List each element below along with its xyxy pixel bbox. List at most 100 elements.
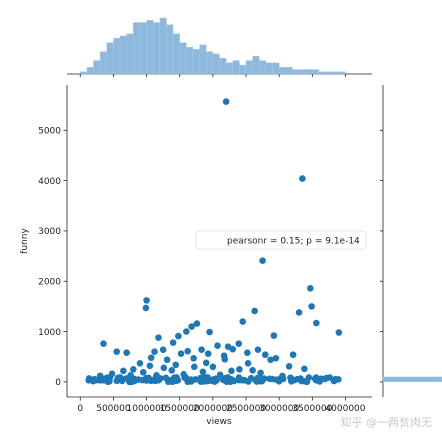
scatter-point [321,375,329,383]
top-hist-bar [212,53,220,75]
top-hist-bar [152,22,161,75]
top-hist-bar [259,60,267,75]
scatter-point [108,370,116,378]
top-hist-bar [332,71,340,75]
annotation-box [195,230,367,250]
scatter-point [332,375,339,383]
scatter-point [307,285,314,292]
scatter-point [294,375,301,383]
scatter-point [295,309,303,316]
top-hist-bar [159,17,167,75]
top-hist-bar [265,62,273,75]
pearsonr-annotation: pearsonr = 0.15; p = 9.1e-14 [227,237,360,247]
scatter-point [221,355,229,363]
scatter-point [142,304,150,312]
x-tick-label: 2500000 [226,404,266,414]
scatter-point [308,303,315,310]
top-hist-bar [239,64,247,75]
top-hist-bar [338,71,346,75]
scatter-point [155,334,162,341]
scatter-point [279,372,286,380]
scatter-point [153,372,160,379]
x-tick-label: 1000000 [127,404,167,414]
scatter-point [236,366,243,373]
scatter-point [203,377,210,385]
scatter-point [146,362,154,370]
scatter-point [116,374,124,381]
scatter-point [209,363,217,371]
scatter-point [173,374,180,381]
scatter-point [130,366,137,373]
top-hist-bar [245,60,253,75]
top-hist-bar [219,58,227,75]
scatter-point [120,367,127,375]
top-hist-bar [80,71,88,75]
scatter-point [303,378,311,386]
scatter-point [228,367,235,375]
scatter-point [100,340,107,347]
scatter-point [216,371,224,379]
scatter-point [223,378,230,385]
top-hist-bar [292,69,300,75]
scatter-point [190,354,197,362]
top-hist-bar [86,67,94,75]
top-hist-bar [139,22,147,75]
scatter-point [191,363,198,371]
x-tick-label: 3000000 [259,404,299,414]
y-axis-title: funny [20,228,30,254]
scatter-point [183,328,190,335]
scatter-point [259,257,266,264]
scatter-point [202,359,210,367]
scatter-point [301,365,308,373]
scatter-point [180,371,187,378]
top-hist-bar [166,24,174,75]
top-hist-bar [126,33,134,75]
y-tick-label: 0 [55,378,61,388]
scatter-point [214,342,221,349]
y-tick-label: 2000 [38,277,61,287]
top-hist-bar [278,67,287,75]
y-tick-label: 5000 [38,126,61,136]
top-marginal-histogram [67,17,372,77]
top-hist-bar [199,44,207,75]
top-hist-bar [106,42,114,75]
y-tick-label: 4000 [38,177,61,187]
top-hist-bar [133,22,141,75]
scatter-point [299,175,306,182]
scatter-point [313,319,320,327]
scatter-point [239,318,247,325]
scatter-point [136,359,144,367]
scatter-point [175,332,182,340]
scatter-point [253,377,261,385]
top-hist-bar [119,35,127,75]
scatter-point [177,350,185,358]
top-hist-bar [206,51,214,75]
scatter-point [163,356,171,364]
top-hist-bar [272,62,280,75]
scatter-point [287,375,295,382]
scatter-point [151,348,158,356]
scatter-point [160,364,168,372]
x-tick-label: 2000000 [193,404,233,414]
top-hist-bar [192,49,200,75]
scatter-point [230,377,238,385]
scatter-point [229,345,237,353]
top-hist-bar [285,67,293,75]
scatter-point [113,348,121,356]
top-hist-bar [93,60,101,75]
stats-annotation: pearsonr = 0.15; p = 9.1e-14 [195,230,367,250]
scatter-point [159,346,167,353]
scatter-point [241,376,248,384]
top-hist-bar [325,71,333,75]
scatter-point [172,361,180,369]
y-tick-label: 1000 [38,328,61,338]
axes: 0 500000100000015000002000000250000030000… [38,85,372,414]
scatter-point [289,351,297,359]
y-tick-label: 3000 [38,227,61,237]
watermark: 知乎 @一两贫肉无 [341,415,433,429]
top-hist-bar [99,51,107,75]
scatter-point [244,349,251,357]
scatter-point [146,376,153,383]
